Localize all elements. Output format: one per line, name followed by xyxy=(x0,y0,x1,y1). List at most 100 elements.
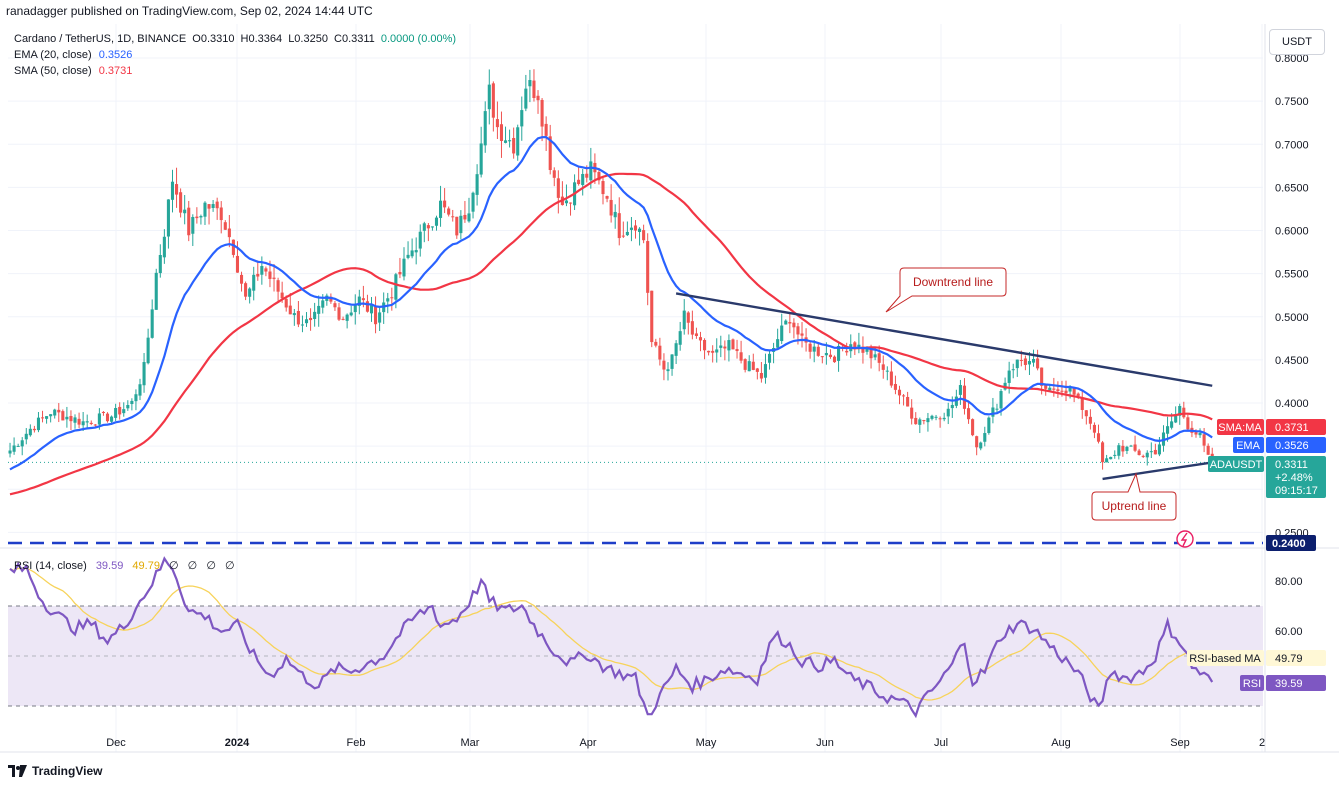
candle-body xyxy=(357,296,361,306)
price-badge-label: ADAUSDT xyxy=(1210,459,1263,471)
candle-body xyxy=(857,344,861,348)
support-badge-value: 0.2400 xyxy=(1272,538,1306,550)
candle-body xyxy=(317,305,321,314)
candle-body xyxy=(45,416,49,419)
candle-body xyxy=(516,127,520,156)
rsi-ma-badge-value: 49.79 xyxy=(1275,653,1303,665)
candle-body xyxy=(175,184,179,195)
tradingview-brand-text: TradingView xyxy=(32,764,103,778)
chart-legend: Cardano / TetherUS, 1D, BINANCE O0.3310 … xyxy=(14,31,456,79)
candle-body xyxy=(1015,359,1019,369)
sma-legend-value: 0.3731 xyxy=(98,65,133,77)
candle-body xyxy=(792,322,796,328)
candle-body xyxy=(865,347,869,352)
candle-body xyxy=(788,322,792,324)
candle-body xyxy=(410,250,414,257)
sma-legend-row[interactable]: SMA (50, close) 0.3731 xyxy=(14,63,456,79)
candle-body xyxy=(1027,361,1032,365)
candle-body xyxy=(966,408,971,420)
candle-body xyxy=(122,409,126,414)
candle-body xyxy=(248,288,252,297)
candle-body xyxy=(260,266,264,275)
symbol-row[interactable]: Cardano / TetherUS, 1D, BINANCE O0.3310 … xyxy=(14,31,456,47)
candle-body xyxy=(475,174,479,195)
rsi-ma-badge-label: RSI-based MA xyxy=(1189,653,1261,665)
candle-body xyxy=(585,173,589,178)
candle-body xyxy=(1202,434,1206,446)
candle-body xyxy=(735,349,739,352)
candle-body xyxy=(1052,388,1056,390)
candle-body xyxy=(288,305,292,315)
candles xyxy=(8,69,1214,470)
rsi-legend[interactable]: RSI (14, close) 39.59 49.79 ∅ ∅ ∅ ∅ xyxy=(14,559,235,572)
candle-body xyxy=(577,179,581,185)
candle-body xyxy=(747,361,751,372)
candle-body xyxy=(1141,455,1145,457)
candle-body xyxy=(962,385,967,409)
ema-legend-row[interactable]: EMA (20, close) 0.3526 xyxy=(14,47,456,63)
candle-body xyxy=(49,414,53,417)
candle-body xyxy=(950,404,954,409)
candle-body xyxy=(975,436,979,448)
candle-body xyxy=(304,319,309,324)
candle-body xyxy=(581,173,585,186)
candle-body xyxy=(1044,384,1048,389)
candle-body xyxy=(292,313,296,316)
candle-body xyxy=(723,346,727,349)
change-value: 0.0000 (0.00%) xyxy=(380,33,457,45)
candle-body xyxy=(540,99,544,127)
currency-button[interactable]: USDT xyxy=(1269,29,1325,55)
candle-body xyxy=(938,418,942,420)
candle-body xyxy=(776,339,780,348)
candle-body xyxy=(61,411,65,421)
candle-body xyxy=(893,383,897,390)
candle-body xyxy=(65,416,69,420)
candle-body xyxy=(987,417,991,433)
candle-body xyxy=(1060,390,1064,392)
candle-body xyxy=(386,298,390,302)
candle-body xyxy=(183,209,187,214)
rsi-ma-line xyxy=(9,567,1213,701)
candle-body xyxy=(207,204,211,209)
candle-body xyxy=(150,309,154,338)
candle-body xyxy=(426,225,430,229)
tradingview-brand[interactable]: TradingView xyxy=(8,764,102,778)
candle-body xyxy=(1040,367,1044,386)
candle-body xyxy=(85,421,89,423)
candle-body xyxy=(946,408,950,417)
uptrend-callout[interactable]: Uptrend line xyxy=(1091,472,1177,521)
candle-body xyxy=(215,201,219,209)
time-tick-label: Apr xyxy=(579,737,596,749)
candle-body xyxy=(853,342,857,350)
candle-body xyxy=(1170,421,1174,428)
price-badge-change: +2.48% xyxy=(1275,472,1313,484)
candle-body xyxy=(114,408,118,418)
candle-body xyxy=(439,200,443,218)
candle-body xyxy=(451,216,455,218)
flash-icon[interactable] xyxy=(1176,530,1194,548)
ema-badge-value: 0.3526 xyxy=(1275,440,1309,452)
candle-body xyxy=(280,292,284,299)
candle-body xyxy=(73,417,77,423)
rsi-extra-3: ∅ xyxy=(206,560,216,572)
candle-body xyxy=(1048,387,1052,391)
candle-body xyxy=(662,360,666,370)
candle-body xyxy=(869,347,873,359)
candle-body xyxy=(601,181,605,195)
candle-body xyxy=(605,196,609,199)
candle-body xyxy=(256,273,260,277)
candle-body xyxy=(158,255,162,274)
price-badge-value: 0.3311 xyxy=(1275,459,1308,471)
candle-body xyxy=(166,199,170,237)
candle-body xyxy=(719,345,723,348)
downtrend-callout[interactable]: Downtrend line xyxy=(885,267,1007,313)
annotations: Downtrend line Uptrend line xyxy=(885,267,1194,548)
ema-badge-value-box xyxy=(1266,437,1326,453)
candle-body xyxy=(971,419,975,436)
candle-body xyxy=(1105,458,1109,463)
candle-body xyxy=(926,418,930,423)
price-tick-label: 0.5500 xyxy=(1275,269,1309,281)
candle-body xyxy=(430,226,434,228)
candle-body xyxy=(707,350,711,353)
